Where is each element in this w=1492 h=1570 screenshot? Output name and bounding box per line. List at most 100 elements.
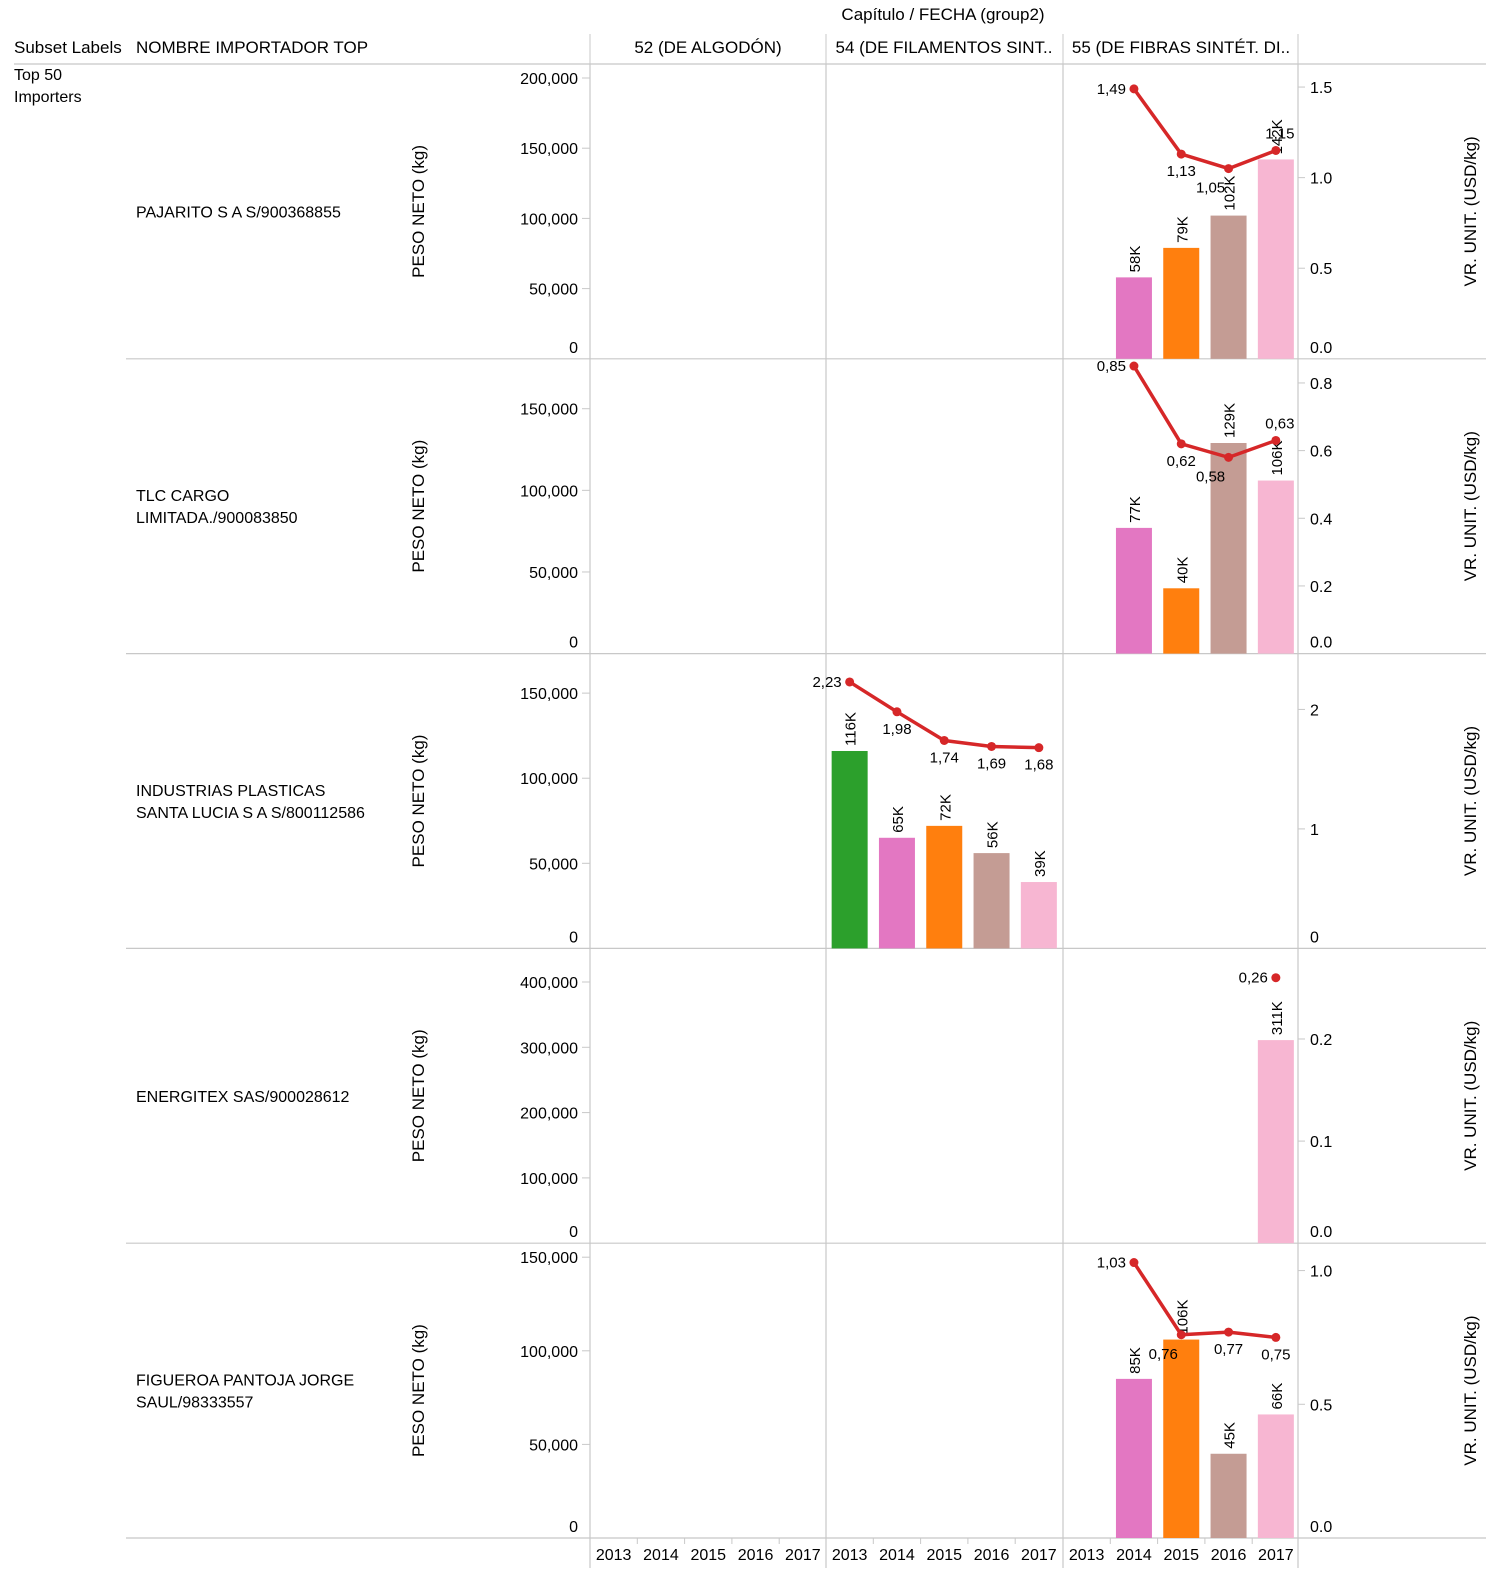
bar-value-label: 79K	[1174, 216, 1191, 243]
chapter-header-3: 55 (DE FIBRAS SINTÉT. DI..	[1072, 38, 1290, 57]
right-axis-title: VR. UNIT. (USD/kg)	[1461, 431, 1480, 581]
unit-value-label: 0,75	[1261, 1346, 1290, 1363]
right-tick-label: 0.2	[1310, 579, 1332, 596]
unit-value-point	[1129, 361, 1139, 371]
bar-value-label: 142K	[1269, 119, 1286, 154]
header-subset-labels: Subset Labels	[14, 38, 122, 57]
unit-value-label: 1,03	[1097, 1255, 1126, 1272]
unit-value-label: 1,69	[977, 755, 1006, 772]
bar-value-label: 56K	[985, 821, 1002, 848]
bar-value-label: 77K	[1127, 496, 1144, 523]
unit-value-line	[1132, 87, 1277, 171]
year-label: 2017	[1258, 1547, 1294, 1564]
unit-value-point	[1224, 1327, 1234, 1337]
right-tick-label: 0	[1310, 929, 1319, 946]
unit-value-label: 0,85	[1097, 358, 1126, 375]
left-tick-label: 100,000	[520, 211, 578, 228]
year-label: 2017	[785, 1547, 821, 1564]
unit-value-point	[1271, 973, 1281, 983]
left-tick-label: 50,000	[529, 282, 578, 299]
bar-value-label: 102K	[1222, 176, 1239, 211]
right-tick-label: 0.5	[1310, 1397, 1332, 1414]
left-tick-label: 300,000	[520, 1040, 578, 1057]
unit-value-point	[845, 677, 855, 687]
year-label: 2013	[832, 1547, 868, 1564]
left-tick-label: 150,000	[520, 141, 578, 158]
bar-2017	[1257, 480, 1294, 654]
left-tick-label: 100,000	[520, 1344, 578, 1361]
bar-value-label: 72K	[937, 794, 954, 821]
right-tick-label: 2	[1310, 702, 1319, 719]
left-tick-label: 0	[569, 929, 578, 946]
bar-value-label: 129K	[1222, 403, 1239, 438]
bar-2017	[1257, 1414, 1294, 1538]
unit-value-point	[1176, 1330, 1186, 1340]
right-tick-label: 1.0	[1310, 1264, 1332, 1281]
left-tick-label: 150,000	[520, 686, 578, 703]
left-tick-label: 100,000	[520, 771, 578, 788]
unit-value-label: 1,74	[930, 749, 959, 766]
right-tick-label: 0.5	[1310, 261, 1332, 278]
left-tick-label: 150,000	[520, 402, 578, 419]
bar-value-label: 40K	[1174, 557, 1191, 584]
left-tick-label: 0	[569, 1224, 578, 1241]
bar-2014	[1115, 1378, 1152, 1538]
left-axis-title: PESO NETO (kg)	[409, 735, 428, 868]
right-tick-label: 0.6	[1310, 444, 1332, 461]
left-tick-label: 50,000	[529, 1437, 578, 1454]
bar-2014	[1115, 527, 1152, 654]
bar-value-label: 311K	[1269, 1001, 1286, 1035]
unit-value-point	[1271, 435, 1281, 445]
year-label: 2016	[738, 1547, 774, 1564]
unit-value-label: 1,98	[882, 721, 911, 738]
bar-2013	[831, 750, 868, 949]
year-label: 2016	[1211, 1547, 1247, 1564]
chapter-header-1: 52 (DE ALGODÓN)	[634, 38, 781, 57]
unit-value-label: 2,23	[812, 674, 841, 691]
bar-2016	[973, 853, 1010, 949]
unit-value-point	[1224, 164, 1234, 174]
bar-2014	[878, 837, 915, 949]
left-tick-label: 0	[569, 340, 578, 357]
right-tick-label: 0.0	[1310, 635, 1332, 652]
unit-value-label: 0,63	[1265, 415, 1294, 432]
unit-value-point	[892, 707, 902, 717]
year-label: 2015	[926, 1547, 962, 1564]
bar-value-label: 65K	[890, 806, 907, 833]
unit-value-label: 1,68	[1024, 757, 1053, 774]
unit-value-point	[1271, 1332, 1281, 1342]
unit-value-label: 1,05	[1196, 180, 1225, 197]
right-tick-label: 0.2	[1310, 1032, 1332, 1049]
importer-name: LIMITADA./900083850	[136, 510, 298, 527]
year-label: 2014	[1116, 1547, 1152, 1564]
left-tick-label: 200,000	[520, 71, 578, 88]
unit-value-point	[1176, 149, 1186, 159]
right-axis-title: VR. UNIT. (USD/kg)	[1461, 1316, 1480, 1466]
left-axis-title: PESO NETO (kg)	[409, 145, 428, 278]
left-tick-label: 50,000	[529, 856, 578, 873]
unit-value-point	[1224, 452, 1234, 462]
chart-body: 52 (DE ALGODÓN) 54 (DE FILAMENTOS SINT.. 5…	[14, 34, 1486, 1568]
bar-2016	[1210, 443, 1247, 654]
bar-value-label: 66K	[1269, 1383, 1286, 1410]
year-label: 2013	[1069, 1547, 1105, 1564]
unit-value-label: 0,26	[1239, 970, 1268, 987]
right-tick-label: 1	[1310, 822, 1319, 839]
right-tick-label: 1.5	[1310, 80, 1332, 97]
unit-value-point	[1129, 1258, 1139, 1268]
header-top-title: Capítulo / FECHA (group2)	[841, 5, 1044, 24]
left-tick-label: 100,000	[520, 483, 578, 500]
left-axis-title: PESO NETO (kg)	[409, 1324, 428, 1457]
right-axis-title: VR. UNIT. (USD/kg)	[1461, 1021, 1480, 1171]
left-tick-label: 150,000	[520, 1250, 578, 1267]
year-label: 2015	[1163, 1547, 1199, 1564]
left-tick-label: 400,000	[520, 975, 578, 992]
unit-value-point	[939, 735, 949, 745]
year-label: 2014	[879, 1547, 915, 1564]
right-tick-label: 0.4	[1310, 511, 1332, 528]
bar-value-label: 106K	[1269, 441, 1286, 476]
subset-label-line-2: Importers	[14, 89, 82, 106]
unit-value-line	[1132, 365, 1277, 460]
bar-2017	[1020, 882, 1057, 949]
